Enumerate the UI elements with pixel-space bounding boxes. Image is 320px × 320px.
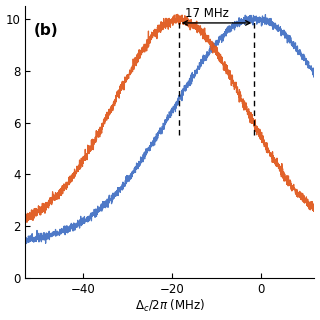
X-axis label: $\Delta_c/2\pi$ (MHz): $\Delta_c/2\pi$ (MHz) — [135, 298, 205, 315]
Text: (b): (b) — [34, 23, 59, 38]
Text: 17 MHz: 17 MHz — [185, 7, 229, 20]
